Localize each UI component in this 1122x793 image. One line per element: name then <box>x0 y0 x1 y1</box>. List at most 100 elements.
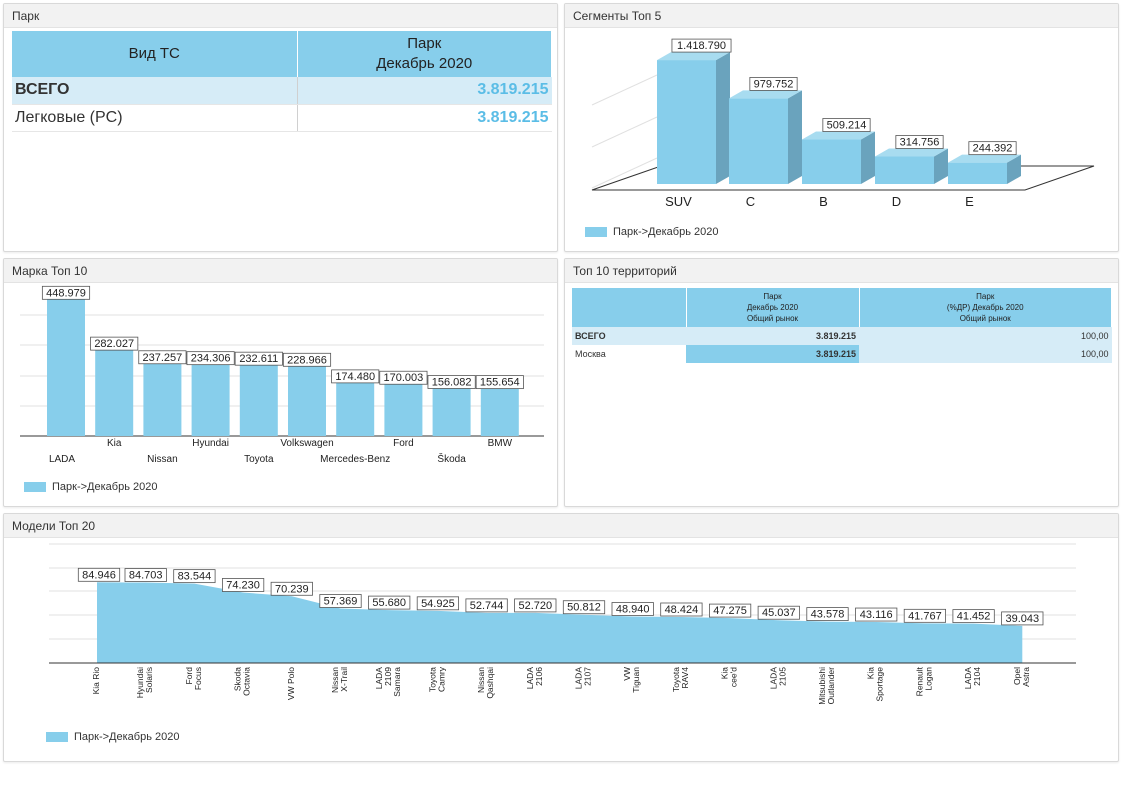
column-header-vehicle-type: Вид ТС <box>12 31 298 77</box>
x-tick-label: Ford <box>393 438 414 449</box>
data-label: 52.744 <box>470 600 504 612</box>
gridline <box>591 74 658 106</box>
x-tick-label: cee'd <box>729 667 739 687</box>
x-tick-label: Focus <box>193 667 203 690</box>
legend[interactable]: Парк->Декабрь 2020 <box>24 481 157 493</box>
bar <box>657 60 716 184</box>
panel-title: Сегменты Топ 5 <box>565 4 1118 28</box>
chart-floor <box>591 165 1095 191</box>
x-tick-label: VW <box>622 667 632 681</box>
park-table: Вид ТС Парк Декабрь 2020 ВСЕГО 3.819.215… <box>12 31 552 132</box>
column-header-park: Парк Декабрь 2020 <box>297 31 552 77</box>
x-tick-label: BMW <box>488 438 513 449</box>
data-label-box <box>282 352 332 367</box>
data-label-box <box>331 369 380 384</box>
data-label: 174.480 <box>335 371 375 383</box>
data-label-box <box>514 598 557 613</box>
data-label: 509.214 <box>827 120 867 132</box>
data-label: 314.756 <box>900 137 940 149</box>
panel-title: Марка Топ 10 <box>4 259 557 283</box>
bar <box>288 366 326 436</box>
data-label: 234.306 <box>191 353 231 365</box>
data-label: 237.257 <box>143 352 183 364</box>
x-tick-label: 2109 <box>383 667 393 686</box>
data-label: 41.767 <box>908 610 942 622</box>
bar <box>143 363 182 436</box>
data-label-box <box>952 609 995 624</box>
models-chart: 84.946 Kia Rio 84.703 Hyundai Solaris 83.544 F… <box>49 543 1076 705</box>
panel-title: Топ 10 территорий <box>565 259 1118 283</box>
data-label: 48.424 <box>665 604 699 616</box>
x-tick-label: Tiguan <box>631 667 641 693</box>
data-label: 282.027 <box>94 338 134 350</box>
row-label: Москва <box>575 349 606 359</box>
x-tick-label: Hyundai <box>135 667 145 698</box>
territories-table: Парк Декабрь 2020 Общий рынок Парк (%ДР)… <box>572 288 1112 363</box>
x-tick-label: C <box>746 194 755 209</box>
table-row[interactable]: ВСЕГО 3.819.215 <box>12 77 552 105</box>
x-tick-label: Sportage <box>875 667 885 702</box>
data-label: 84.946 <box>82 569 116 581</box>
x-tick-label: Outlander <box>826 667 836 704</box>
bar <box>47 299 85 436</box>
header-line: Общий рынок <box>959 314 1011 323</box>
bar <box>875 156 934 184</box>
panel-title: Парк <box>4 4 557 28</box>
data-label: 228.966 <box>287 354 327 366</box>
x-tick-label: Toyota <box>671 667 681 692</box>
x-tick-label: Mitsubishi <box>817 667 827 705</box>
data-label-box <box>806 607 849 622</box>
data-label-box <box>368 595 411 610</box>
x-tick-label: Camry <box>436 666 446 692</box>
data-label: 39.043 <box>1005 613 1039 625</box>
data-label-box <box>822 118 871 132</box>
data-label-box <box>660 602 703 617</box>
legend-swatch <box>46 732 68 742</box>
x-tick-label: Kia <box>866 667 876 680</box>
x-tick-label: 2104 <box>972 667 982 686</box>
legend[interactable]: Парк->Декабрь 2020 <box>46 731 179 743</box>
territories-panel: Топ 10 территорий Парк Декабрь 2020 Общи… <box>564 258 1119 507</box>
data-label: 43.578 <box>811 609 845 621</box>
header-line: Парк <box>976 292 995 301</box>
data-label-box <box>757 605 800 620</box>
row-label: ВСЕГО <box>572 327 686 345</box>
data-label: 156.082 <box>432 376 472 388</box>
bar-top <box>729 90 802 99</box>
bar <box>432 388 471 436</box>
x-tick-label: Renault <box>914 666 924 696</box>
x-tick-label: 2106 <box>534 667 544 686</box>
x-tick-label: Škoda <box>437 452 466 465</box>
data-label-box <box>221 578 265 592</box>
row-value: 3.819.215 <box>686 345 859 363</box>
bar-side <box>788 90 802 184</box>
legend[interactable]: Парк->Декабрь 2020 <box>585 226 718 238</box>
bar-top <box>802 131 875 140</box>
data-label-box <box>475 375 524 390</box>
bar-side <box>934 148 948 184</box>
data-label-box <box>173 569 216 584</box>
x-tick-label: E <box>965 194 974 209</box>
x-tick-label: Kia <box>107 438 122 449</box>
legend-swatch <box>24 482 46 492</box>
x-tick-label: Kia <box>720 667 730 680</box>
data-label-box <box>968 141 1017 156</box>
table-row[interactable]: Москва 3.819.215 100,00 <box>572 345 1112 363</box>
data-label-box <box>562 600 606 615</box>
x-tick-label: LADA <box>963 667 973 690</box>
x-tick-label: Logan <box>923 667 933 691</box>
table-row[interactable]: ВСЕГО 3.819.215 100,00 <box>572 327 1112 345</box>
models-panel: Модели Топ 20 84.946 Kia Rio 84.703 Hyundai… <box>3 513 1119 762</box>
row-value: 3.819.215 <box>686 327 859 345</box>
x-tick-label: Qashqai <box>485 667 495 699</box>
area-series <box>97 582 1023 663</box>
table-row[interactable]: Легковые (PC) 3.819.215 <box>12 104 552 132</box>
data-label: 55.680 <box>372 597 406 609</box>
data-label: 1.418.790 <box>677 40 726 52</box>
data-label-box <box>895 135 944 149</box>
column-header-park-pct: Парк (%ДР) Декабрь 2020 Общий рынок <box>859 288 1112 327</box>
data-label: 170.003 <box>384 372 424 384</box>
x-tick-label: LADA <box>768 667 778 690</box>
x-tick-label: Skoda <box>233 667 243 691</box>
row-pct: 100,00 <box>859 345 1112 363</box>
